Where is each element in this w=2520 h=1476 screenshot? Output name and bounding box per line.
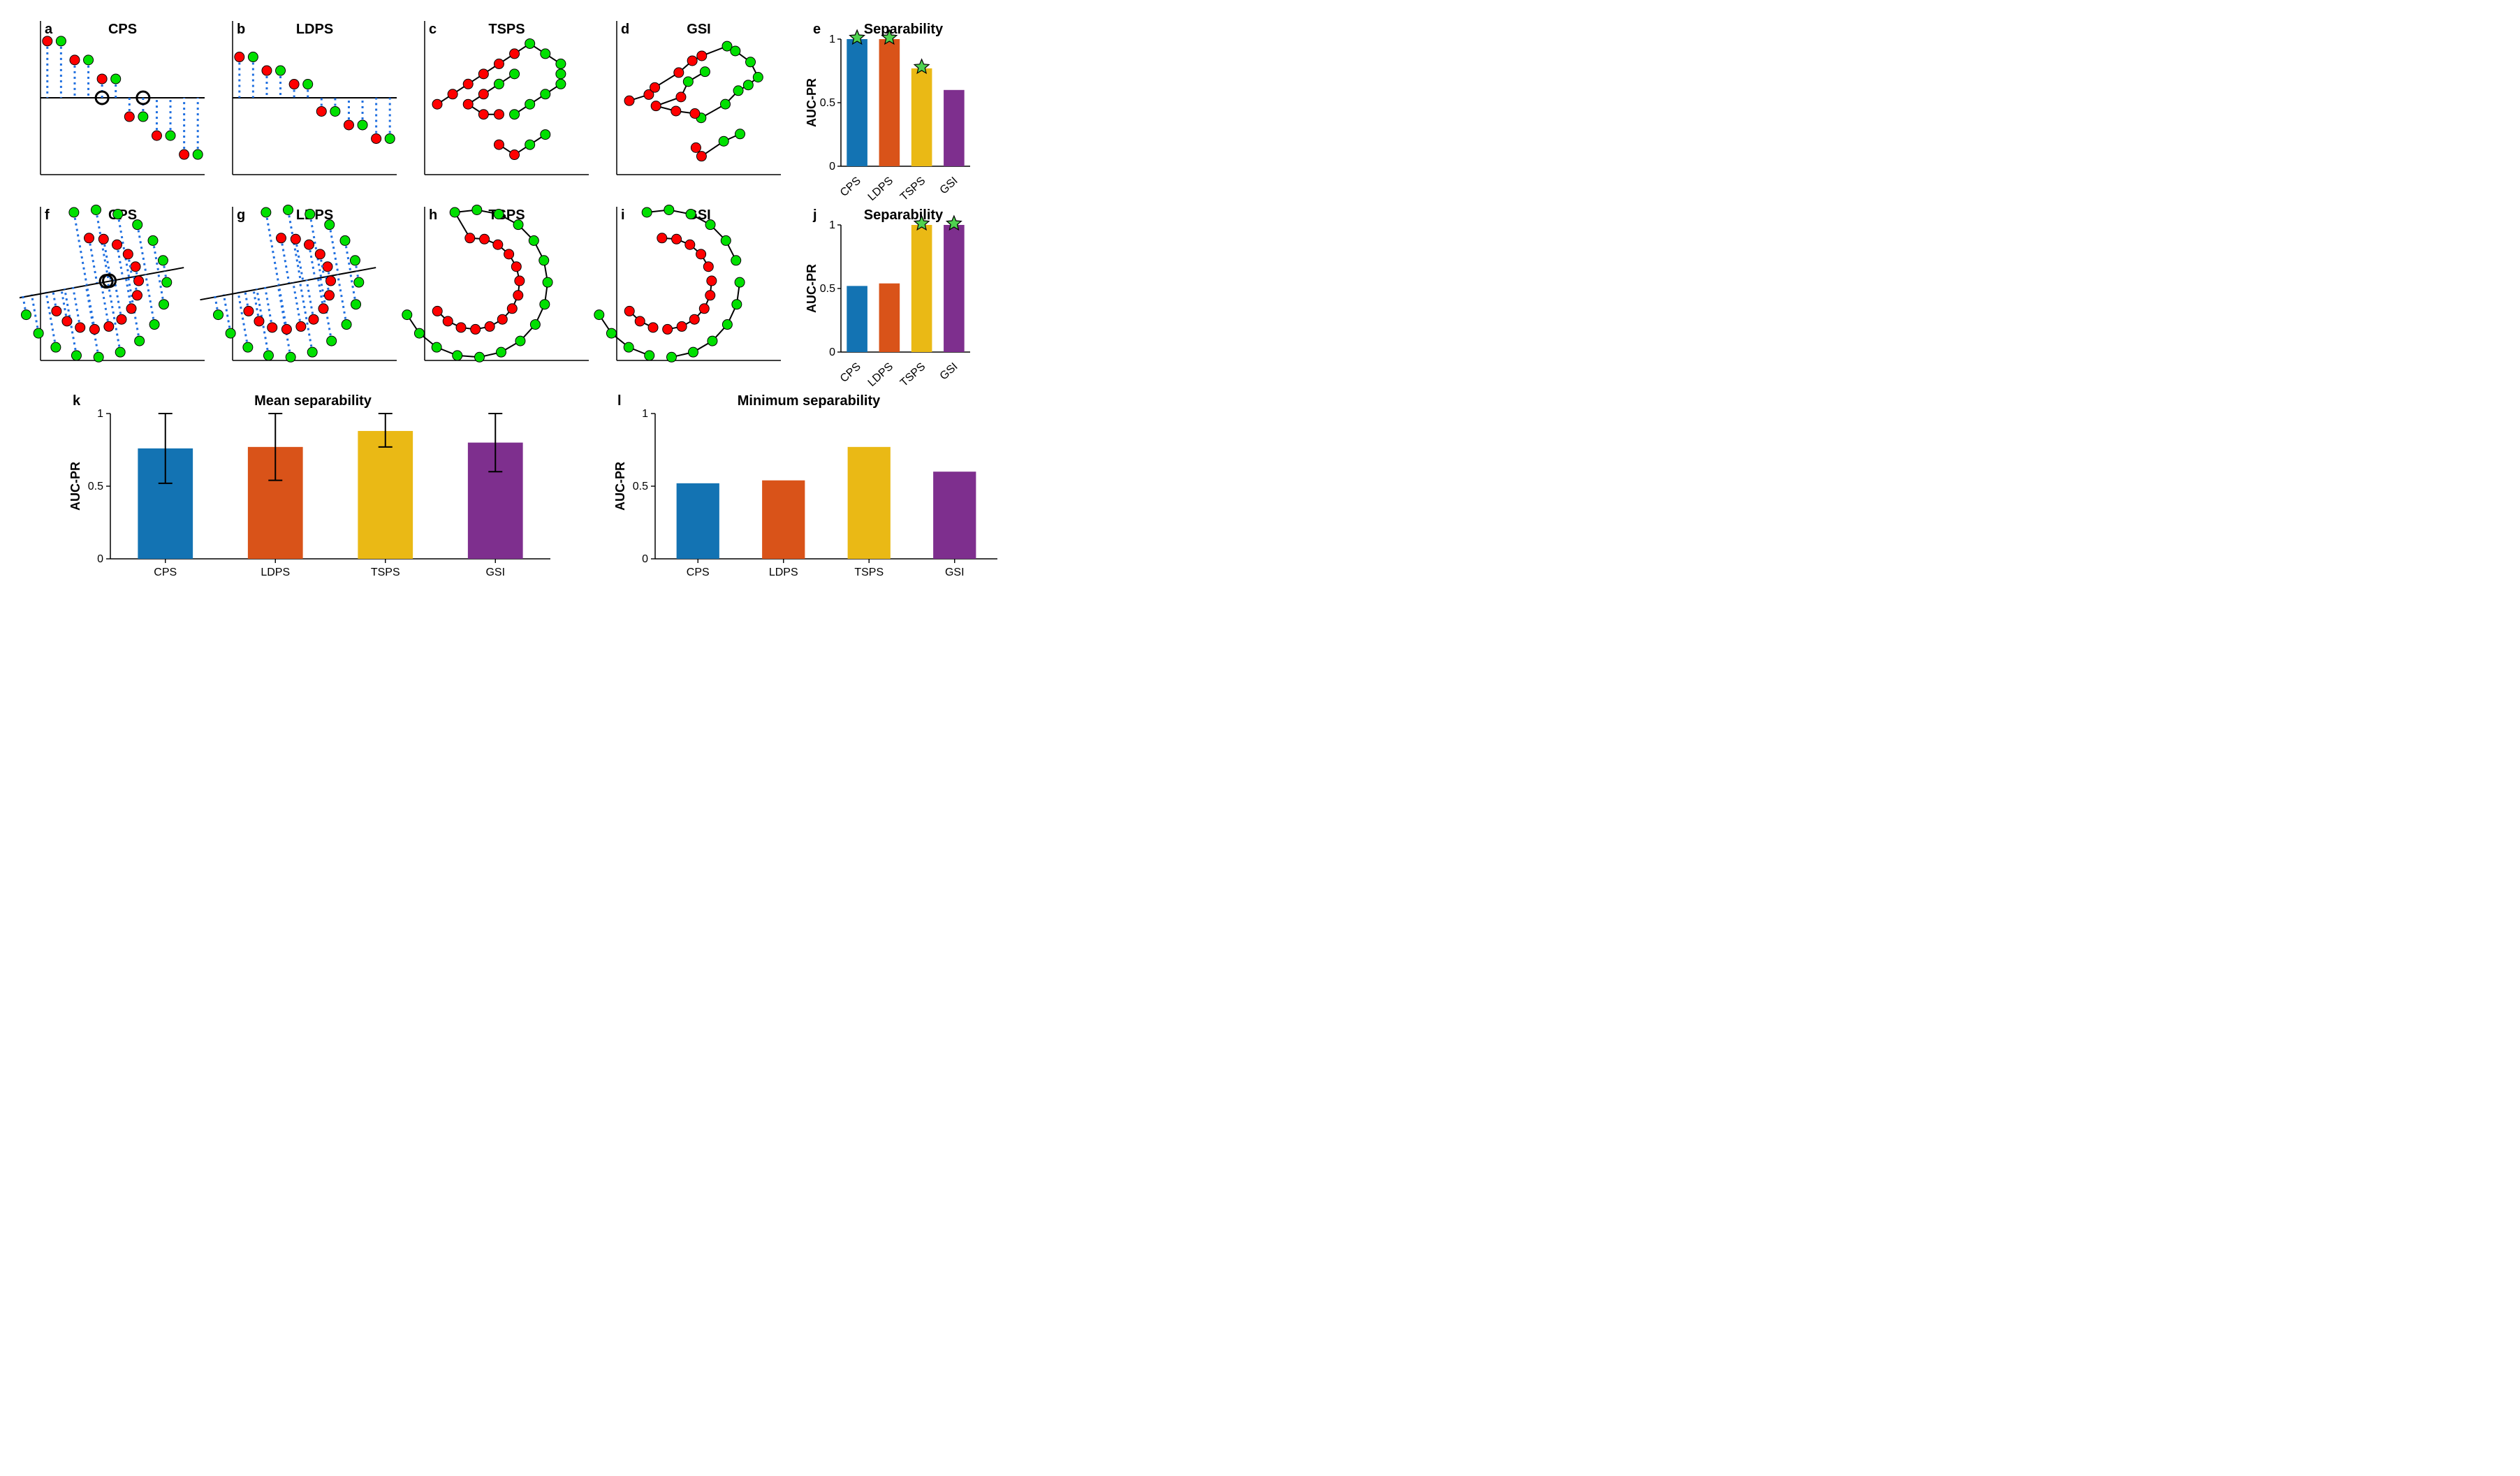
svg-text:LDPS: LDPS [261, 567, 290, 578]
panel-e: e Separability 0 0.5 1 AUC-PR CPSLDPSTSPS GSI [805, 22, 970, 203]
svg-text:CPS: CPS [108, 22, 137, 37]
svg-text:Mean separability: Mean separability [254, 393, 372, 409]
svg-text:CPS: CPS [838, 360, 863, 385]
bar-GSI [944, 90, 965, 166]
svg-text:AUC-PR: AUC-PR [805, 78, 819, 127]
panel-c: c TSPS [425, 21, 589, 175]
svg-text:h: h [429, 207, 437, 223]
svg-text:AUC-PR: AUC-PR [613, 462, 627, 511]
svg-text:0.5: 0.5 [820, 283, 835, 295]
svg-text:CPS: CPS [687, 567, 710, 578]
bar-TSPS [911, 68, 932, 166]
svg-text:e: e [813, 22, 821, 37]
bar-GSI [933, 472, 976, 559]
svg-text:AUC-PR: AUC-PR [805, 264, 819, 313]
svg-text:TSPS: TSPS [854, 567, 884, 578]
svg-text:LDPS: LDPS [866, 175, 895, 203]
svg-text:1: 1 [829, 34, 835, 45]
panel-k: k Mean separability 0 0.5 1 AUC-PR CPS LDPS TSPS… [68, 393, 550, 578]
bar-TSPS [848, 447, 891, 559]
svg-text:j: j [812, 207, 817, 223]
panel-i: iGSI [594, 205, 781, 362]
svg-text:c: c [429, 22, 437, 37]
panel-d: d GSI [617, 21, 781, 175]
svg-text:0.5: 0.5 [633, 481, 648, 492]
svg-text:GSI: GSI [938, 360, 960, 382]
svg-text:GSI: GSI [485, 567, 505, 578]
svg-text:CPS: CPS [154, 567, 177, 578]
svg-text:Separability: Separability [864, 207, 944, 223]
svg-text:LDPS: LDPS [769, 567, 798, 578]
svg-text:TSPS: TSPS [371, 567, 400, 578]
panel-f: fCPS [20, 205, 205, 362]
svg-text:Separability: Separability [864, 22, 944, 37]
bar-TSPS [358, 431, 413, 559]
svg-text:f: f [45, 207, 50, 223]
svg-text:d: d [621, 22, 629, 37]
svg-text:g: g [237, 207, 245, 223]
panel-h: hTSPS [402, 205, 589, 362]
bar-LDPS [879, 284, 900, 352]
svg-text:a: a [45, 22, 53, 37]
svg-text:0: 0 [829, 346, 835, 358]
svg-text:LDPS: LDPS [866, 360, 895, 389]
svg-text:1: 1 [829, 219, 835, 231]
svg-text:k: k [73, 393, 81, 409]
svg-text:LDPS: LDPS [296, 22, 333, 37]
svg-text:CPS: CPS [838, 175, 863, 199]
svg-text:1: 1 [97, 408, 103, 420]
svg-text:GSI: GSI [938, 175, 960, 196]
svg-text:0: 0 [829, 161, 835, 173]
svg-text:TSPS: TSPS [898, 360, 928, 389]
svg-text:AUC-PR: AUC-PR [68, 462, 82, 511]
svg-text:TSPS: TSPS [488, 22, 525, 37]
svg-text:GSI: GSI [945, 567, 965, 578]
svg-text:l: l [617, 393, 622, 409]
bar-LDPS [762, 481, 805, 559]
svg-text:i: i [621, 207, 625, 223]
svg-text:GSI: GSI [687, 22, 710, 37]
svg-text:0: 0 [97, 553, 103, 565]
svg-text:TSPS: TSPS [898, 175, 928, 203]
svg-text:0.5: 0.5 [820, 97, 835, 109]
panel-l: l Minimum separability 0 0.5 1 AUC-PR CPS LDPS T… [613, 393, 997, 578]
bar-CPS [847, 286, 867, 352]
panel-a: a CPS [41, 21, 205, 175]
bar-LDPS [879, 39, 900, 166]
bar-CPS [847, 39, 867, 166]
panel-b: b LDPS [233, 21, 397, 175]
svg-text:Minimum separability: Minimum separability [738, 393, 881, 409]
svg-text:0.5: 0.5 [88, 481, 103, 492]
svg-text:1: 1 [642, 408, 648, 420]
svg-text:0: 0 [642, 553, 648, 565]
panel-j: j Separability 0 0.5 1 AUC-PR CPSLDPSTSPS GSI [805, 207, 970, 389]
bar-GSI [944, 225, 965, 352]
svg-text:b: b [237, 22, 245, 37]
bar-TSPS [911, 225, 932, 352]
panel-g: gLDPS [200, 205, 397, 362]
bar-CPS [677, 483, 719, 559]
